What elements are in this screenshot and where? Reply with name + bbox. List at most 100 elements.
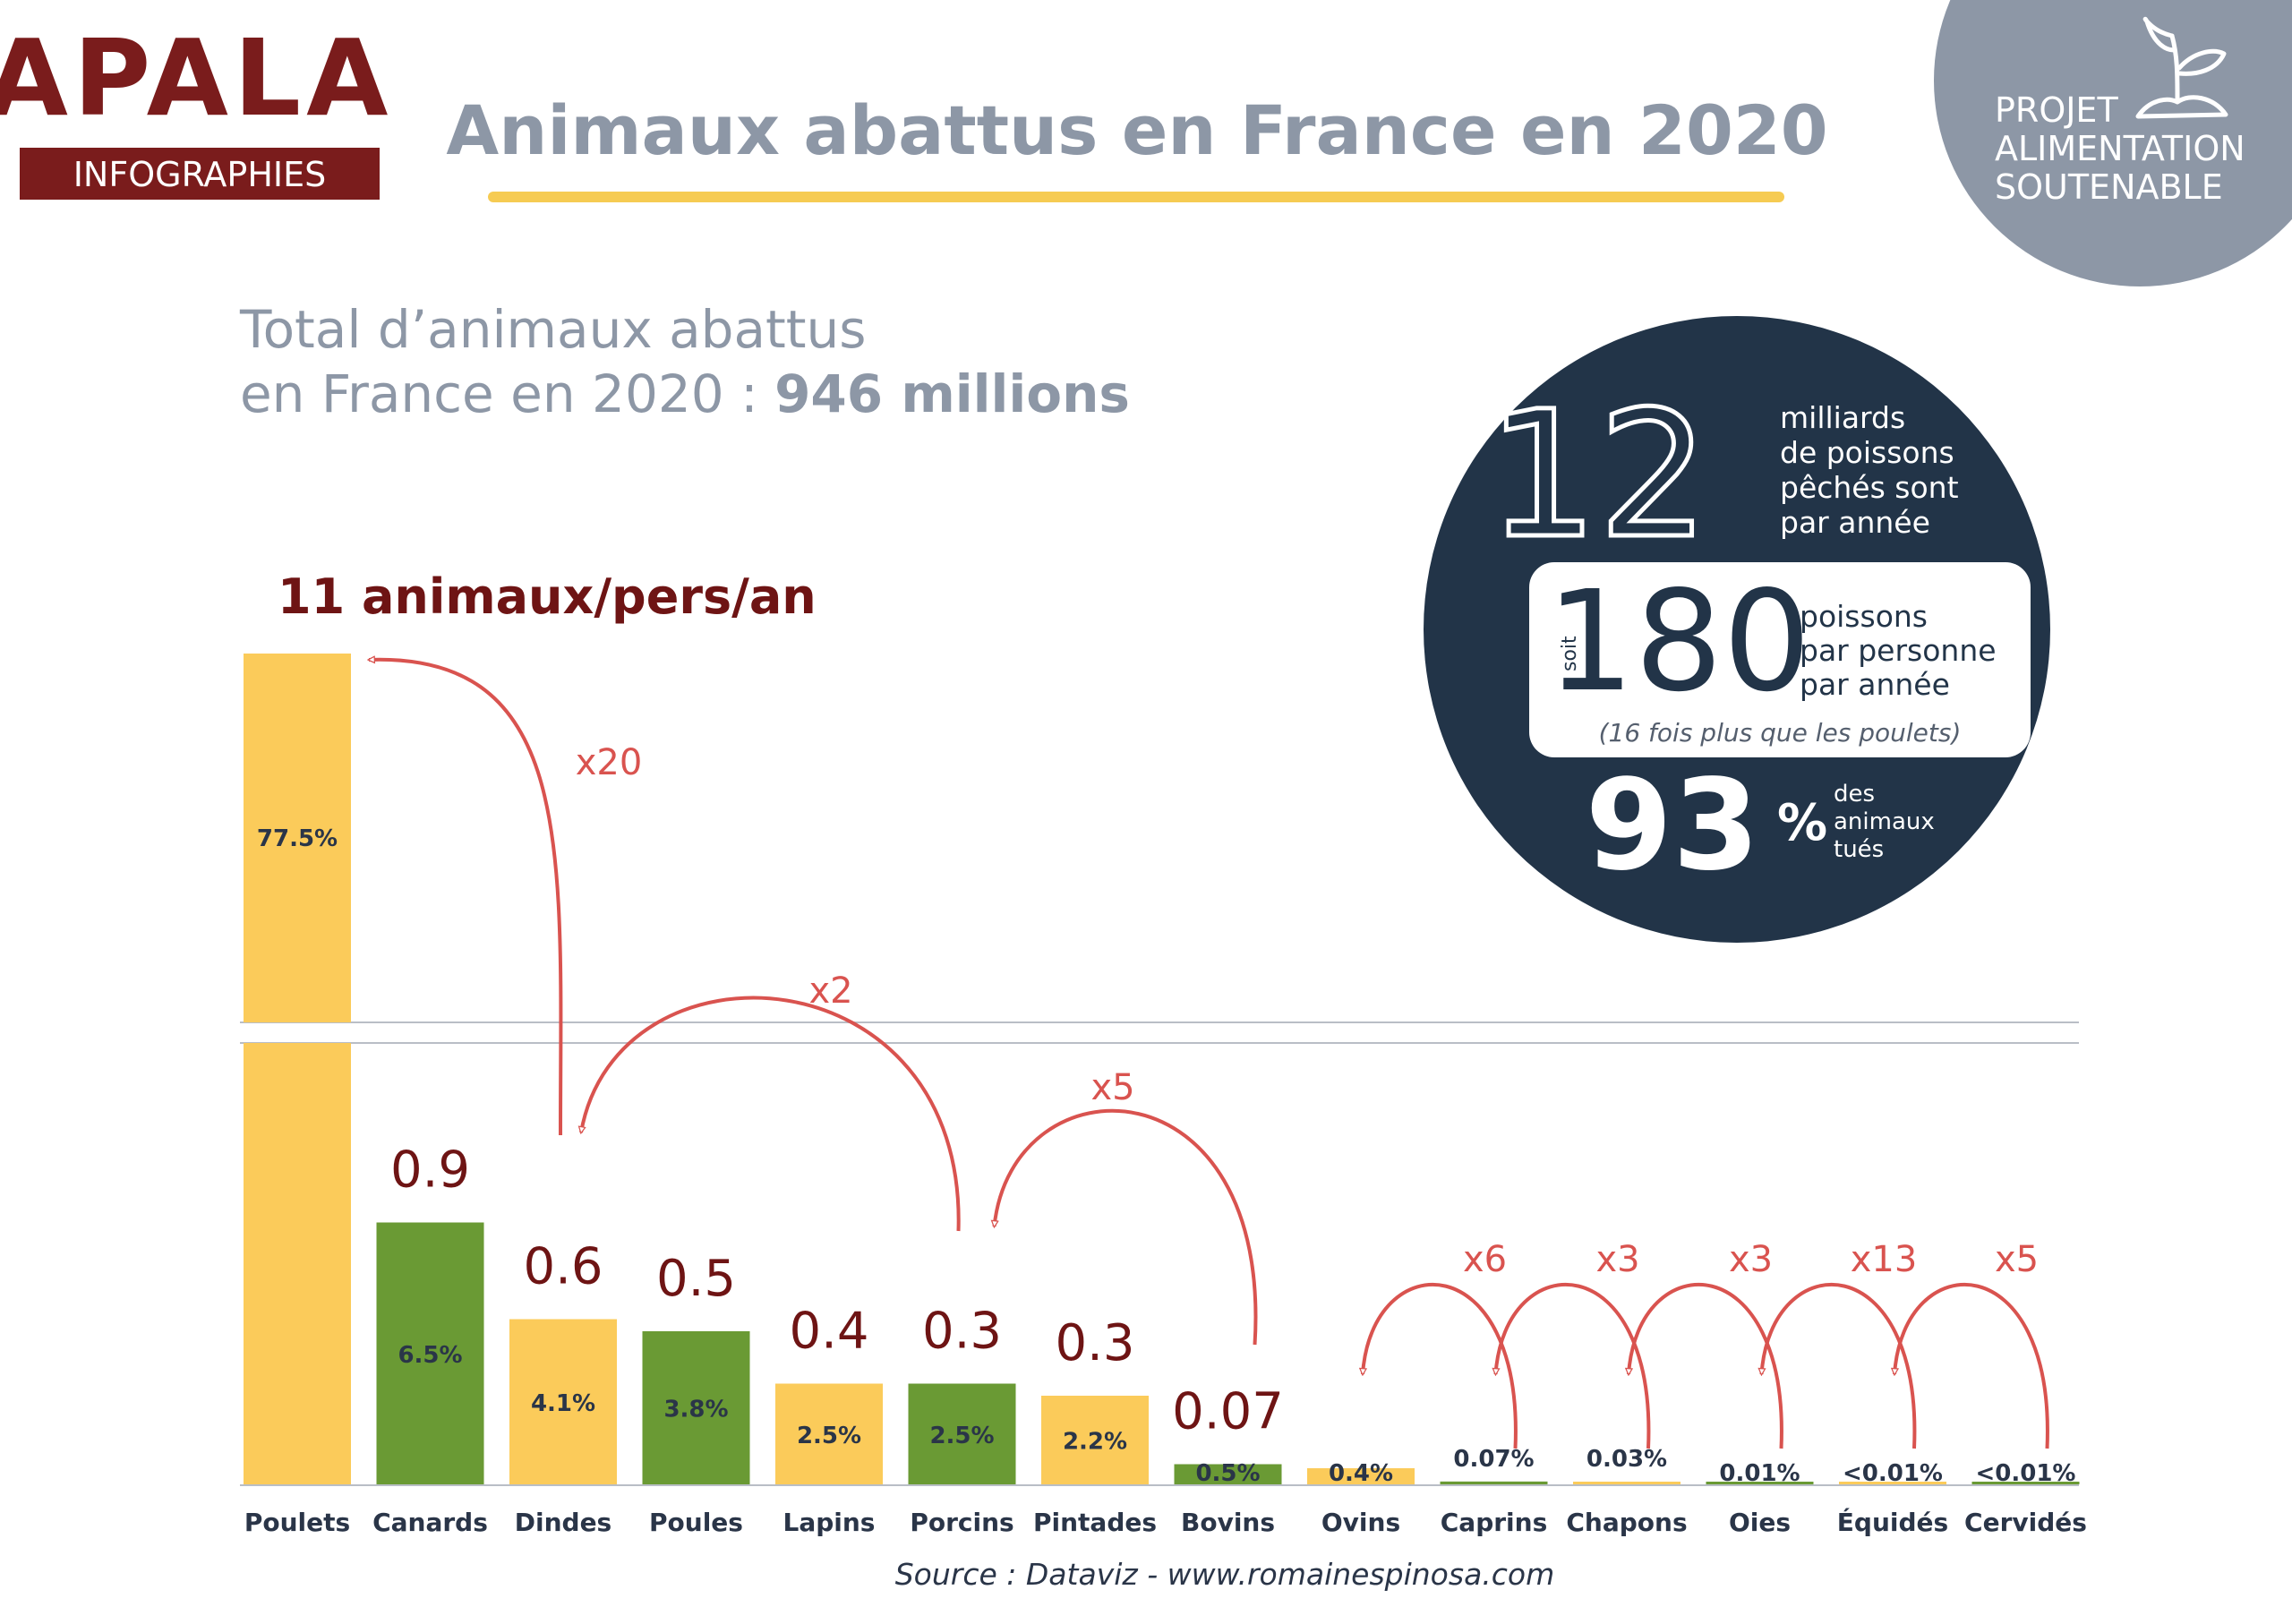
per-person-text-3: par année — [1800, 667, 1950, 702]
badge-line-1: PROJET — [1995, 90, 2118, 130]
ratio-label-chapons-to-caprins: x3 — [1595, 1239, 1639, 1280]
percent-text-3: tués — [1834, 836, 1884, 863]
tick-label-bovins: Bovins — [1181, 1508, 1275, 1537]
share-label-oies: 0.01% — [1719, 1460, 1800, 1487]
ratio-label-porcins-to-dindes: x2 — [808, 970, 852, 1012]
share-label-porcins: 2.5% — [929, 1423, 994, 1449]
per-capita-label-poules: 0.5 — [656, 1250, 736, 1308]
ratio-arrow-bovins-to-porcins — [995, 1108, 1258, 1346]
comparison-note: (16 fois plus que les poulets) — [1599, 718, 1962, 748]
ratio-arrows — [369, 660, 2049, 1449]
sprout-icon — [2135, 16, 2228, 119]
bar-poulets-upper — [244, 654, 351, 1022]
total-value: 946 millions — [774, 363, 1130, 424]
percent-text-1: des — [1834, 781, 1875, 808]
tick-label-caprins: Caprins — [1441, 1508, 1548, 1537]
title-underline — [488, 192, 1784, 202]
share-label-cervides: <0.01% — [1976, 1460, 2076, 1487]
ratio-label-equides-to-oies: x13 — [1851, 1239, 1918, 1280]
ratio-label-bovins-to-porcins: x5 — [1090, 1067, 1134, 1108]
per-person-text-2: par personne — [1800, 633, 1997, 668]
badge-line-2: ALIMENTATION — [1995, 129, 2245, 168]
ratio-label-dindes-to-poulets: x20 — [576, 742, 643, 783]
tick-label-chapons: Chapons — [1566, 1508, 1687, 1537]
tick-label-dindes: Dindes — [515, 1508, 611, 1537]
fish-big-text-1: milliards — [1780, 400, 1905, 435]
share-label-bovins: 0.5% — [1195, 1460, 1260, 1487]
per-capita-label-lapins: 0.4 — [789, 1303, 868, 1361]
bar-ovins — [1307, 1468, 1415, 1484]
share-label-canards: 6.5% — [398, 1342, 462, 1369]
tick-label-oies: Oies — [1729, 1508, 1791, 1537]
bar-bovins — [1174, 1464, 1282, 1484]
source-note: Source : Dataviz - www.romainespinosa.co… — [895, 1557, 1555, 1592]
chart-axes — [240, 1021, 2079, 1486]
ratio-arrow-equides-to-oies — [1762, 1282, 1917, 1449]
bar-cervides — [1971, 1482, 2080, 1484]
bar-canards — [376, 1222, 484, 1484]
total-heading-prefix: en France en 2020 : — [240, 363, 774, 424]
bar-equides — [1839, 1482, 1946, 1484]
logo-banner — [20, 148, 380, 200]
share-label-pintades: 2.2% — [1063, 1429, 1127, 1456]
per-capita-label-pintades: 0.3 — [1055, 1314, 1134, 1372]
per-person-text-1: poissons — [1800, 599, 1928, 634]
fish-big-text-3: pêchés sont — [1780, 470, 1959, 505]
per-person-box — [1529, 562, 2031, 757]
ratio-arrow-cervides-to-equides — [1894, 1282, 2049, 1449]
page-title: Animaux abattus en France en 2020 — [446, 90, 1827, 170]
per-person-number: 180 — [1546, 560, 1811, 722]
tick-label-cervides: Cervidés — [1964, 1508, 2087, 1537]
ratio-label-cervides-to-equides: x5 — [1995, 1239, 2039, 1280]
share-label-poulets: 77.5% — [257, 825, 338, 852]
tick-label-poules: Poules — [649, 1508, 743, 1537]
soit-label: soit — [1559, 636, 1581, 671]
fish-big-text-4: par année — [1780, 505, 1930, 540]
percent-number: 93 — [1586, 753, 1760, 899]
bar-caprins — [1440, 1481, 1548, 1484]
per-capita-label-bovins: 0.07 — [1172, 1383, 1284, 1441]
share-label-equides: <0.01% — [1843, 1460, 1943, 1487]
share-label-ovins: 0.4% — [1329, 1460, 1393, 1487]
per-capita-label-porcins: 0.3 — [922, 1303, 1002, 1361]
share-label-chapons: 0.03% — [1586, 1446, 1667, 1473]
fish-stats: 12 milliards de poissons pêchés sont par… — [1424, 316, 2050, 943]
bar-porcins — [908, 1383, 1016, 1484]
ratio-arrow-porcins-to-dindes — [581, 996, 961, 1232]
ratio-label-caprins-to-ovins: x6 — [1463, 1239, 1507, 1280]
tick-label-pintades: Pintades — [1033, 1508, 1157, 1537]
ratio-arrow-chapons-to-caprins — [1496, 1282, 1651, 1449]
badge-line-3: SOUTENABLE — [1995, 167, 2223, 207]
fish-big-text-2: de poissons — [1780, 435, 1954, 470]
logo-subtitle: INFOGRAPHIES — [73, 155, 327, 194]
tick-label-ovins: Ovins — [1321, 1508, 1400, 1537]
share-label-dindes: 4.1% — [531, 1390, 595, 1417]
chart-bars — [244, 654, 2080, 1484]
tick-label-lapins: Lapins — [783, 1508, 876, 1537]
total-heading-line-1: Total d’animaux abattus — [239, 299, 866, 360]
percent-sign: % — [1777, 794, 1827, 852]
share-label-lapins: 2.5% — [797, 1423, 861, 1449]
bar-poulets-lower — [244, 1043, 351, 1484]
per-capita-label-canards: 0.9 — [390, 1141, 470, 1200]
bar-lapins — [775, 1383, 883, 1484]
share-label-caprins: 0.07% — [1453, 1446, 1534, 1473]
share-label-poules: 3.8% — [663, 1397, 728, 1423]
ratio-arrow-oies-to-chapons — [1629, 1282, 1783, 1449]
apala-logo: APALA INFOGRAPHIES — [0, 16, 393, 200]
per-capita-label-dindes: 0.6 — [523, 1238, 603, 1296]
ratio-label-oies-to-chapons: x3 — [1729, 1239, 1773, 1280]
bar-dindes — [509, 1319, 617, 1484]
bar-poules — [642, 1331, 750, 1484]
tick-label-canards: Canards — [372, 1508, 488, 1537]
tick-label-porcins: Porcins — [910, 1508, 1013, 1537]
bar-chapons — [1573, 1482, 1681, 1484]
fish-big-number: 12 — [1487, 373, 1709, 577]
ratio-arrow-dindes-to-poulets — [369, 660, 563, 1136]
ratio-arrow-caprins-to-ovins — [1363, 1282, 1518, 1449]
logo-wordmark: APALA — [0, 16, 393, 140]
percent-text-2: animaux — [1834, 808, 1935, 835]
bar-oies — [1706, 1482, 1814, 1484]
